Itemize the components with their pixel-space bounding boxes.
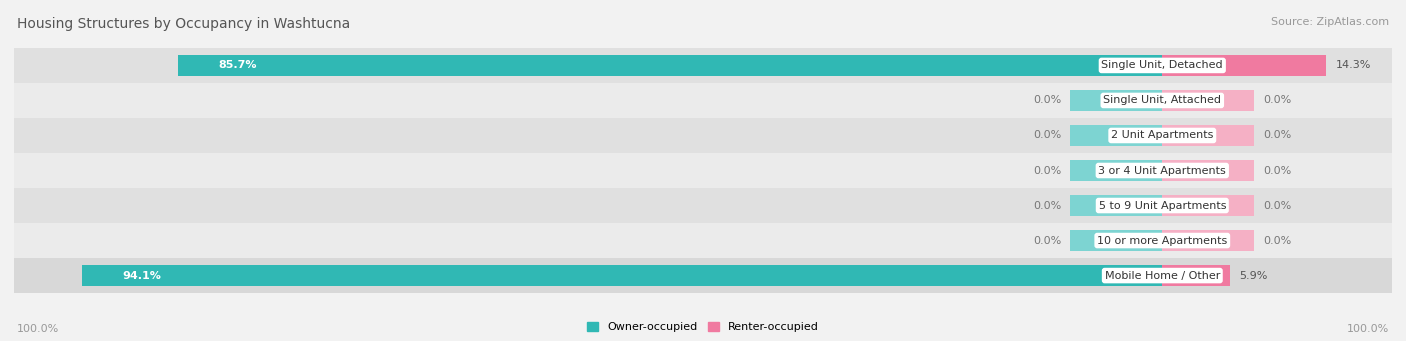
Bar [179, 55, 1163, 76]
Text: Single Unit, Attached: Single Unit, Attached [1104, 95, 1222, 105]
Bar [1070, 160, 1163, 181]
Text: 3 or 4 Unit Apartments: 3 or 4 Unit Apartments [1098, 165, 1226, 176]
Text: 0.0%: 0.0% [1033, 165, 1062, 176]
Text: 0.0%: 0.0% [1264, 201, 1292, 210]
Bar [14, 153, 1392, 188]
Text: 100.0%: 100.0% [17, 324, 59, 334]
Text: 0.0%: 0.0% [1033, 131, 1062, 140]
Bar [1163, 160, 1254, 181]
Text: 0.0%: 0.0% [1264, 131, 1292, 140]
Bar [1163, 195, 1254, 216]
Bar [14, 223, 1392, 258]
Text: 0.0%: 0.0% [1264, 95, 1292, 105]
Bar [14, 118, 1392, 153]
Text: 14.3%: 14.3% [1336, 60, 1371, 71]
Legend: Owner-occupied, Renter-occupied: Owner-occupied, Renter-occupied [586, 322, 820, 332]
Text: 0.0%: 0.0% [1033, 95, 1062, 105]
Text: 0.0%: 0.0% [1264, 165, 1292, 176]
Bar [1070, 231, 1163, 251]
Text: Mobile Home / Other: Mobile Home / Other [1105, 270, 1220, 281]
Bar [14, 48, 1392, 83]
Text: 100.0%: 100.0% [1347, 324, 1389, 334]
Text: Source: ZipAtlas.com: Source: ZipAtlas.com [1271, 17, 1389, 27]
Bar [1163, 90, 1254, 110]
Bar [1163, 265, 1230, 286]
Bar [82, 265, 1163, 286]
Bar [1070, 125, 1163, 146]
Text: 85.7%: 85.7% [218, 60, 257, 71]
Text: 94.1%: 94.1% [122, 270, 160, 281]
Bar [1163, 231, 1254, 251]
Bar [14, 188, 1392, 223]
Bar [1163, 125, 1254, 146]
Text: 0.0%: 0.0% [1033, 236, 1062, 246]
Text: 5 to 9 Unit Apartments: 5 to 9 Unit Apartments [1098, 201, 1226, 210]
Text: 10 or more Apartments: 10 or more Apartments [1097, 236, 1227, 246]
Text: 5.9%: 5.9% [1239, 270, 1268, 281]
Bar [14, 258, 1392, 293]
Bar [1163, 55, 1326, 76]
Bar [1070, 90, 1163, 110]
Text: 2 Unit Apartments: 2 Unit Apartments [1111, 131, 1213, 140]
Text: Housing Structures by Occupancy in Washtucna: Housing Structures by Occupancy in Washt… [17, 17, 350, 31]
Bar [14, 83, 1392, 118]
Bar [1070, 195, 1163, 216]
Text: 0.0%: 0.0% [1264, 236, 1292, 246]
Text: 0.0%: 0.0% [1033, 201, 1062, 210]
Text: Single Unit, Detached: Single Unit, Detached [1101, 60, 1223, 71]
